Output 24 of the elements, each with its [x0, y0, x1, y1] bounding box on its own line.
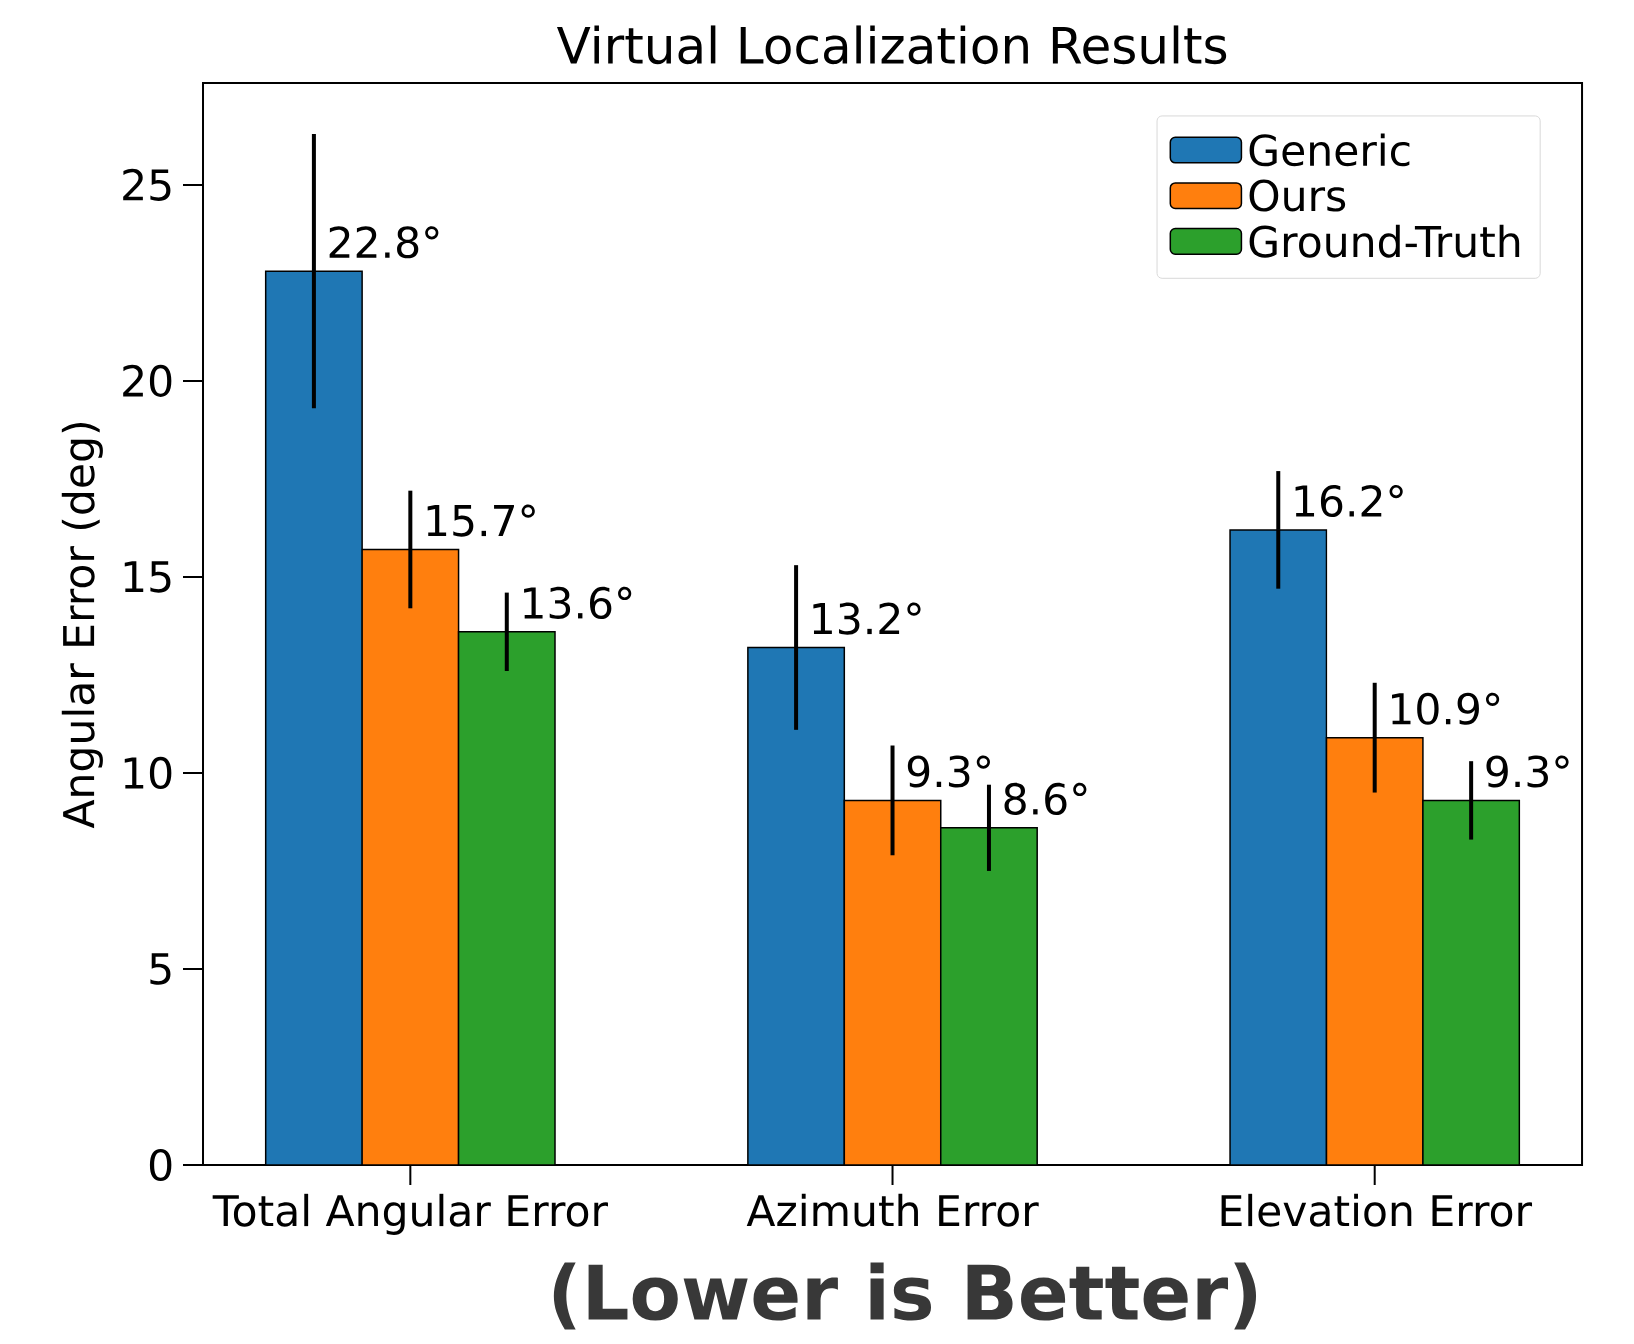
y-axis-title: Angular Error (deg) [61, 423, 103, 829]
legend-label: Ours [1249, 179, 1346, 212]
data-label: 15.7° [427, 504, 535, 537]
data-label: 10.9° [1392, 692, 1500, 725]
data-label: 13.2° [813, 602, 921, 635]
legend-label: Generic [1249, 133, 1410, 167]
data-label: 9.3° [907, 755, 990, 788]
y-tick-label: 25 [123, 168, 171, 201]
x-tick-label: Azimuth Error [746, 1193, 1039, 1227]
x-tick-label: Elevation Error [1221, 1193, 1533, 1227]
legend-label: Ground-Truth [1249, 224, 1520, 258]
data-label: 22.8° [329, 226, 439, 259]
x-tick-label: Total Angular Error [212, 1193, 609, 1235]
y-tick-label: 10 [124, 756, 172, 790]
data-label: 16.2° [1295, 484, 1403, 518]
data-label: 9.3° [1486, 755, 1569, 788]
y-tick-label: 20 [123, 364, 172, 397]
text: (Lower is Better) [553, 1262, 1257, 1330]
chart-title: Virtual Localization Results [556, 25, 1227, 65]
data-label: 8.6° [1004, 782, 1087, 816]
y-tick-label: 15 [124, 561, 171, 593]
y-tick-label: 5 [150, 953, 171, 985]
data-label: 13.6° [524, 586, 632, 619]
y-tick-label: 0 [149, 1148, 172, 1182]
